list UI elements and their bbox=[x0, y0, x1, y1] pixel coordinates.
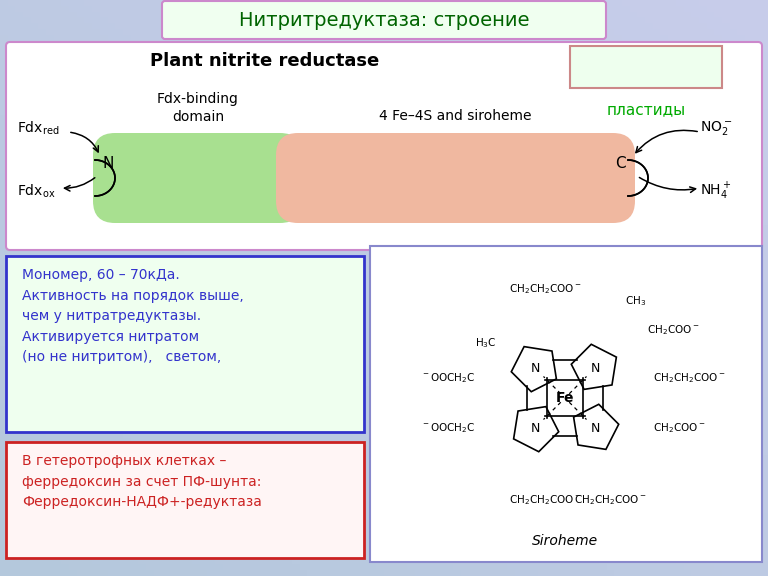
Text: CH$_3$: CH$_3$ bbox=[625, 294, 646, 308]
Text: CH$_2$CH$_2$COO$^-$: CH$_2$CH$_2$COO$^-$ bbox=[508, 282, 581, 296]
Text: H$_3$C: H$_3$C bbox=[475, 336, 497, 350]
Text: Plant nitrite reductase: Plant nitrite reductase bbox=[151, 52, 379, 70]
Text: Fdx-binding
domain: Fdx-binding domain bbox=[157, 92, 239, 124]
Text: пластиды: пластиды bbox=[607, 103, 686, 118]
Text: C: C bbox=[614, 156, 625, 170]
Text: Fe: Fe bbox=[556, 391, 574, 405]
Text: N: N bbox=[531, 422, 540, 434]
Text: $^-$OOCH$_2$C: $^-$OOCH$_2$C bbox=[421, 421, 475, 435]
FancyBboxPatch shape bbox=[6, 42, 762, 250]
FancyBboxPatch shape bbox=[6, 256, 364, 432]
Text: CH$_2$COO$^-$: CH$_2$COO$^-$ bbox=[647, 323, 700, 337]
FancyBboxPatch shape bbox=[162, 1, 606, 39]
Text: CH$_2$CH$_2$COO$^-$: CH$_2$CH$_2$COO$^-$ bbox=[653, 371, 726, 385]
Text: N: N bbox=[531, 362, 540, 374]
Text: NH$_4^+$: NH$_4^+$ bbox=[700, 180, 731, 202]
Text: $^-$OOCH$_2$C: $^-$OOCH$_2$C bbox=[421, 371, 475, 385]
Text: Siroheme: Siroheme bbox=[532, 534, 598, 548]
Text: N: N bbox=[591, 362, 600, 374]
FancyBboxPatch shape bbox=[570, 46, 722, 88]
Text: Нитритредуктаза: строение: Нитритредуктаза: строение bbox=[239, 10, 529, 29]
Text: N: N bbox=[591, 422, 600, 434]
Text: CH$_2$COO$^-$: CH$_2$COO$^-$ bbox=[653, 421, 706, 435]
FancyBboxPatch shape bbox=[370, 246, 762, 562]
Text: NO$_2^-$: NO$_2^-$ bbox=[700, 119, 733, 137]
Text: CH$_2$CH$_2$COO$^-$: CH$_2$CH$_2$COO$^-$ bbox=[574, 493, 646, 507]
Text: CH$_2$CH$_2$COO$^-$: CH$_2$CH$_2$COO$^-$ bbox=[508, 493, 581, 507]
Text: N: N bbox=[102, 156, 114, 170]
Text: В гетеротрофных клетках –
ферредоксин за счет ПФ-шунта:
Ферредоксин-НАДФ+-редукт: В гетеротрофных клетках – ферредоксин за… bbox=[22, 454, 262, 509]
Text: Fdx$_{\rm ox}$: Fdx$_{\rm ox}$ bbox=[17, 182, 55, 200]
FancyBboxPatch shape bbox=[93, 133, 302, 223]
Text: Мономер, 60 – 70кДа.
Активность на порядок выше,
чем у нитратредуктазы.
Активиру: Мономер, 60 – 70кДа. Активность на поряд… bbox=[22, 268, 243, 365]
Text: 4 Fe–4S and siroheme: 4 Fe–4S and siroheme bbox=[379, 109, 531, 123]
Text: Fdx$_{\rm red}$: Fdx$_{\rm red}$ bbox=[17, 119, 59, 137]
FancyBboxPatch shape bbox=[6, 442, 364, 558]
FancyBboxPatch shape bbox=[276, 133, 635, 223]
